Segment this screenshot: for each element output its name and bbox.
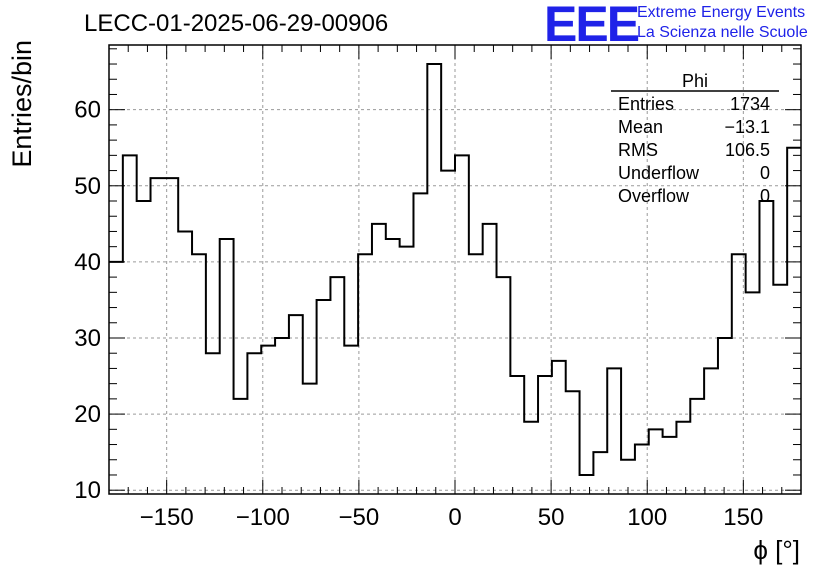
stats-row-label: Entries <box>618 94 674 114</box>
histogram-bin <box>151 178 165 494</box>
histogram-bin <box>773 285 787 494</box>
histogram-bin <box>234 399 248 494</box>
y-tick-label: 40 <box>74 249 101 276</box>
histogram-bin <box>663 437 677 494</box>
histogram-bin <box>497 277 511 494</box>
x-tick-label: −50 <box>339 504 380 531</box>
histogram-bin <box>206 353 220 494</box>
histogram-bin <box>372 224 386 494</box>
histogram-bin <box>635 445 649 494</box>
stats-row-value: 0 <box>760 186 770 206</box>
y-tick-label: 50 <box>74 173 101 200</box>
y-tick-label: 10 <box>74 477 101 504</box>
histogram-bin <box>580 475 594 494</box>
histogram-bin <box>593 452 607 494</box>
histogram-bin <box>538 376 552 494</box>
histogram-bin <box>330 277 344 494</box>
histogram-bin <box>109 262 123 494</box>
stats-row-label: Mean <box>618 117 663 137</box>
histogram-bin <box>317 300 331 494</box>
y-tick-label: 20 <box>74 401 101 428</box>
stats-row-value: 106.5 <box>725 140 770 160</box>
x-tick-label: 50 <box>538 504 565 531</box>
stats-row-label: RMS <box>618 140 658 160</box>
stats-row-value: 0 <box>760 163 770 183</box>
histogram-bin <box>441 171 455 494</box>
histogram-bin <box>718 338 732 494</box>
stats-box-title: Phi <box>682 71 708 91</box>
histogram-bin <box>704 368 718 494</box>
histogram-bin <box>400 247 414 494</box>
stats-row-value: 1734 <box>730 94 770 114</box>
logo-caption-line2: La Scienza nelle Scuole <box>637 24 808 41</box>
histogram-bin <box>746 292 760 494</box>
histogram-bin <box>566 391 580 494</box>
histogram-bin <box>275 338 289 494</box>
histogram-bin <box>469 254 483 494</box>
x-axis-label: ϕ [°] <box>753 535 800 565</box>
stats-row-value: −13.1 <box>724 117 770 137</box>
histogram-bin <box>483 224 497 494</box>
eee-logo: EEE <box>544 0 640 52</box>
run-title: LECC-01-2025-06-29-00906 <box>84 10 389 37</box>
histogram-bin <box>261 346 275 494</box>
histogram-bin <box>303 384 317 494</box>
histogram-bin <box>137 201 151 494</box>
histogram-bin <box>413 193 427 494</box>
histogram-bin <box>220 239 234 494</box>
logo-caption-line1: Extreme Energy Events <box>637 4 806 21</box>
stats-row-label: Overflow <box>618 186 690 206</box>
histogram-bin <box>123 155 137 494</box>
histogram-bin <box>607 368 621 494</box>
histogram-bin <box>289 315 303 494</box>
logo-caption: Extreme Energy Events La Scienza nelle S… <box>637 3 808 43</box>
x-tick-label: 0 <box>448 504 461 531</box>
histogram-bin <box>552 361 566 494</box>
y-tick-label: 60 <box>74 97 101 124</box>
histogram-outline <box>109 63 801 476</box>
x-tick-label: −100 <box>236 504 290 531</box>
stats-row-label: Underflow <box>618 163 700 183</box>
histogram-bin <box>690 399 704 494</box>
histogram-bin <box>344 346 358 494</box>
histogram-bin <box>427 64 441 494</box>
histogram-bin <box>164 178 178 494</box>
histogram-bin <box>787 148 801 494</box>
histogram-bin <box>247 353 261 494</box>
histogram-bin <box>178 231 192 494</box>
histogram-bin <box>649 429 663 494</box>
x-tick-label: 150 <box>723 504 763 531</box>
histogram-bin <box>358 254 372 494</box>
y-tick-label: 30 <box>74 325 101 352</box>
histogram-bin <box>510 376 524 494</box>
y-axis-label: Entries/bin <box>7 40 37 168</box>
histogram-bin <box>524 422 538 494</box>
x-tick-label: 100 <box>627 504 667 531</box>
histogram-bin <box>455 155 469 494</box>
histogram-bin <box>676 422 690 494</box>
histogram-bin <box>759 201 773 494</box>
histogram-bin <box>732 254 746 494</box>
x-tick-label: −150 <box>140 504 194 531</box>
histogram-bin <box>192 254 206 494</box>
histogram-bin <box>386 239 400 494</box>
